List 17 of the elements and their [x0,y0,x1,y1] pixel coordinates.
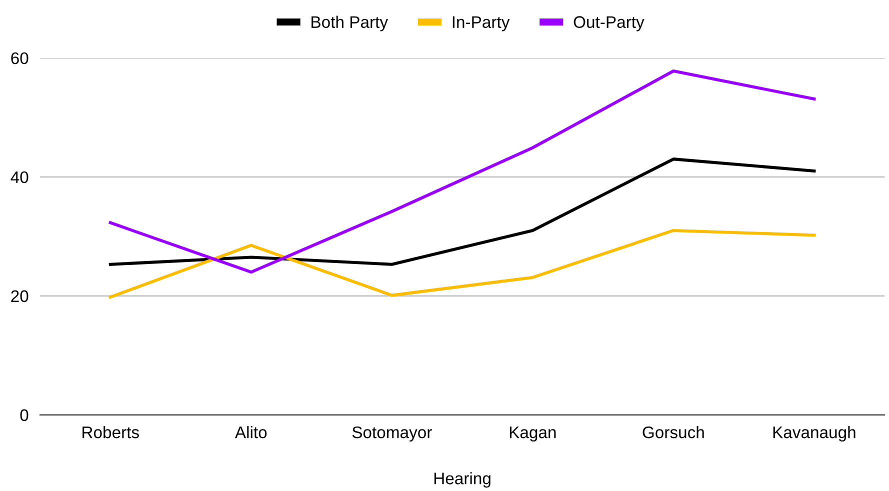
legend-label: Out-Party [574,16,644,32]
y-tick-label: 40 [10,171,28,184]
x-tick-label: Sotomayor [352,426,432,442]
y-tick-label: 60 [11,52,28,64]
x-axis-title: Hearing [434,472,490,488]
legend-label: In-Party [452,16,510,32]
x-tick-label: Roberts [82,426,139,438]
y-tick-label: 0 [20,409,28,422]
legend-label: Both Party [312,16,388,32]
line-series [108,69,816,274]
line-series [108,228,816,299]
line-series [108,158,816,266]
y-tick-label: 20 [11,290,28,302]
x-tick-label: Alito [234,426,267,438]
x-tick-label: Kavanaugh [773,426,856,442]
x-tick-label: Kagan [510,426,556,442]
x-tick-label: Gorsuch [642,426,704,438]
